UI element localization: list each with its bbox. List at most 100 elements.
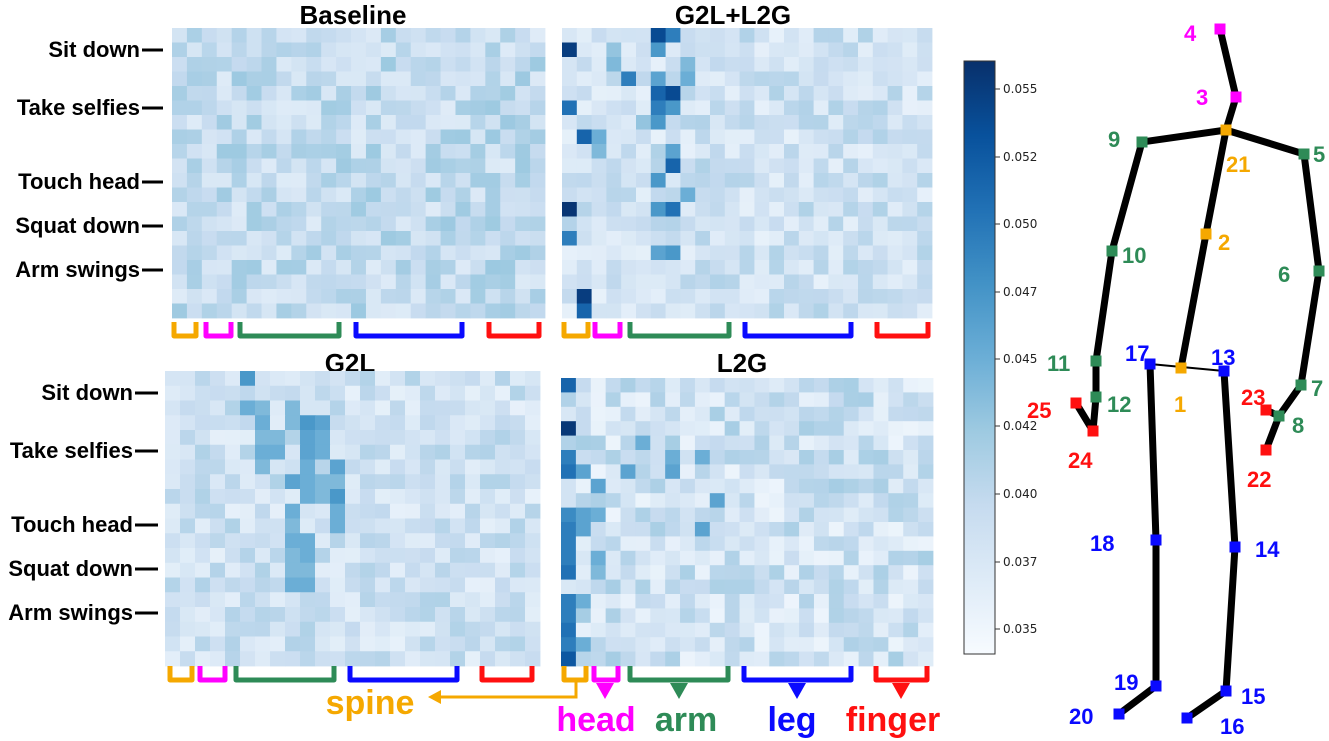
heatmap-cell bbox=[665, 478, 681, 494]
heatmap-cell bbox=[315, 533, 331, 549]
heatmap-cell bbox=[291, 71, 307, 87]
heatmap-cell bbox=[210, 503, 226, 519]
heatmap-cell bbox=[784, 478, 800, 494]
heatmap-cell bbox=[500, 303, 516, 319]
heatmap-cell bbox=[300, 562, 316, 578]
heatmap-cell bbox=[515, 187, 531, 203]
heatmap-cell bbox=[380, 100, 397, 116]
heatmap-cell bbox=[724, 507, 740, 523]
heatmap-cell bbox=[799, 594, 815, 609]
heatmap-cell bbox=[650, 115, 666, 130]
heatmap-cell bbox=[888, 406, 904, 422]
heatmap-cell bbox=[739, 245, 755, 261]
heatmap-cell bbox=[180, 533, 196, 549]
heatmap-cell bbox=[843, 378, 859, 393]
heatmap-cell bbox=[510, 459, 526, 475]
heatmap-cell bbox=[365, 231, 382, 246]
heatmap-cell bbox=[784, 637, 800, 652]
heatmap-cell bbox=[315, 577, 331, 593]
heatmap-cell bbox=[813, 100, 829, 116]
heatmap-cell bbox=[843, 522, 859, 537]
heatmap-cell bbox=[216, 100, 233, 116]
heatmap-cell bbox=[395, 245, 412, 261]
heatmap-cell bbox=[285, 400, 301, 416]
heatmap-cell bbox=[195, 621, 211, 637]
heatmap-cell bbox=[435, 636, 451, 652]
heatmap-cell bbox=[351, 71, 367, 87]
heatmap-cell bbox=[799, 608, 815, 624]
heatmap-cell bbox=[360, 533, 376, 549]
heatmap-cell bbox=[420, 562, 436, 578]
heatmap-cell bbox=[180, 474, 196, 490]
heatmap-cell bbox=[739, 57, 755, 72]
heatmap-cell bbox=[902, 289, 918, 304]
heatmap-cell bbox=[887, 28, 903, 43]
heatmap-cell bbox=[195, 651, 211, 667]
heatmap-cell bbox=[873, 579, 889, 595]
heatmap-cell bbox=[300, 621, 316, 637]
heatmap-cell bbox=[858, 28, 874, 43]
heatmap-cell bbox=[872, 289, 888, 304]
heatmap-cell bbox=[813, 144, 829, 159]
heatmap-cell bbox=[888, 493, 904, 508]
heatmap-cell bbox=[650, 522, 666, 537]
heatmap-cell bbox=[216, 289, 233, 304]
heatmap-cell bbox=[902, 129, 918, 145]
heatmap-cell bbox=[186, 289, 203, 304]
heatmap-cell bbox=[888, 565, 904, 580]
heatmap-cell bbox=[784, 507, 800, 523]
heatmap-cell bbox=[635, 579, 651, 595]
heatmap-cell bbox=[465, 489, 481, 505]
heatmap-cell bbox=[440, 202, 456, 217]
heatmap-cell bbox=[798, 289, 814, 304]
heatmap-cell bbox=[360, 474, 376, 490]
heatmap-cell bbox=[709, 651, 726, 667]
heatmap-cell bbox=[872, 42, 888, 58]
joint-label-19: 19 bbox=[1114, 670, 1138, 695]
heatmap-cell bbox=[769, 622, 785, 638]
heatmap-cell bbox=[180, 577, 196, 593]
heatmap-cell bbox=[828, 565, 845, 580]
heatmap-cell bbox=[858, 378, 874, 393]
heatmap-cell bbox=[754, 392, 770, 408]
heatmap-cell bbox=[575, 478, 592, 494]
heatmap-cell bbox=[606, 260, 622, 275]
heatmap-cell bbox=[165, 577, 181, 593]
colorbar-gradient bbox=[963, 60, 996, 655]
heatmap-cell bbox=[360, 415, 376, 431]
heatmap-cell bbox=[420, 415, 436, 431]
heatmap-cell bbox=[798, 144, 814, 159]
heatmap-cell bbox=[201, 303, 218, 319]
heatmap-cell bbox=[798, 115, 814, 130]
heatmap-cell bbox=[843, 637, 859, 652]
heatmap-cell bbox=[410, 260, 427, 275]
heatmap-cell bbox=[680, 637, 696, 652]
heatmap-cell bbox=[201, 187, 218, 203]
joint-label-10: 10 bbox=[1122, 243, 1146, 268]
heatmap-cell bbox=[918, 536, 934, 552]
heatmap-cell bbox=[887, 71, 903, 87]
heatmap-cell bbox=[710, 173, 726, 188]
skeleton-diagram: 1221345678910111213141516171819202223242… bbox=[1027, 21, 1325, 739]
heatmap-cell bbox=[172, 57, 188, 72]
heatmap-cell bbox=[709, 637, 726, 652]
heatmap-cell bbox=[769, 115, 785, 130]
heatmap-cell bbox=[201, 216, 218, 232]
heatmap-cell bbox=[754, 536, 770, 552]
heatmap-cell bbox=[515, 129, 531, 145]
heatmap-cell bbox=[330, 400, 346, 416]
heatmap-cell bbox=[873, 594, 889, 609]
heatmap-cell bbox=[873, 550, 889, 566]
heatmap-cell bbox=[635, 522, 651, 537]
heatmap-cell bbox=[813, 289, 829, 304]
heatmap-cell bbox=[225, 430, 241, 446]
heatmap-cell bbox=[390, 474, 406, 490]
group-brackets-l2g bbox=[561, 666, 930, 683]
heatmap-cell bbox=[315, 415, 331, 431]
heatmap-cell bbox=[450, 489, 466, 505]
heatmap-cell bbox=[813, 231, 829, 246]
heatmap-cell bbox=[858, 289, 874, 304]
heatmap-cell bbox=[843, 28, 859, 43]
heatmap-cell bbox=[843, 86, 859, 101]
